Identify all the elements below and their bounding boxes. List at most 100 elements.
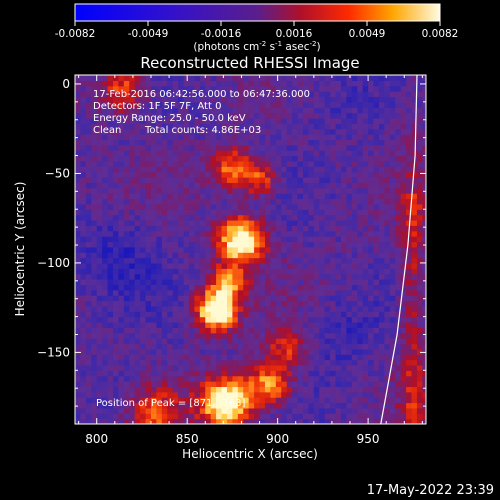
heatmap-cell xyxy=(167,101,174,108)
heatmap-cell xyxy=(411,311,418,318)
heatmap-cell xyxy=(346,123,353,130)
heatmap-cell xyxy=(123,316,130,323)
heatmap-cell xyxy=(406,413,413,420)
heatmap-cell xyxy=(161,257,168,264)
heatmap-cell xyxy=(308,150,315,157)
heatmap-cell xyxy=(324,214,331,221)
heatmap-cell xyxy=(85,354,92,361)
heatmap-cell xyxy=(156,230,163,237)
heatmap-cell xyxy=(324,338,331,345)
heatmap-cell xyxy=(264,279,271,285)
heatmap-cell xyxy=(150,193,158,200)
heatmap-cell xyxy=(216,182,223,189)
heatmap-cell xyxy=(286,236,293,243)
heatmap-cell xyxy=(96,219,103,226)
heatmap-cell xyxy=(80,107,87,114)
heatmap-cell xyxy=(183,273,190,280)
heatmap-cell xyxy=(335,139,342,146)
heatmap-cell xyxy=(107,262,114,269)
heatmap-cell xyxy=(172,370,179,377)
heatmap-cell xyxy=(308,101,315,108)
heatmap-cell xyxy=(194,279,201,285)
heatmap-cell xyxy=(302,343,309,350)
heatmap-cell xyxy=(324,273,331,280)
heatmap-cell xyxy=(205,187,212,194)
heatmap-cell xyxy=(422,402,426,409)
heatmap-cell xyxy=(313,279,320,285)
heatmap-cell xyxy=(194,117,201,124)
heatmap-cell xyxy=(226,359,234,366)
heatmap-cell xyxy=(134,418,141,424)
heatmap-cell xyxy=(281,364,288,371)
heatmap-cell xyxy=(357,150,364,157)
heatmap-cell xyxy=(346,327,353,334)
heatmap-cell xyxy=(243,166,250,173)
heatmap-cell xyxy=(145,150,152,157)
heatmap-cell xyxy=(161,198,168,205)
heatmap-cell xyxy=(346,305,353,312)
heatmap-cell xyxy=(362,343,369,350)
heatmap-cell xyxy=(150,214,158,221)
heatmap-cell xyxy=(118,338,125,345)
heatmap-cell xyxy=(368,289,375,296)
heatmap-cell xyxy=(112,117,120,124)
heatmap-cell xyxy=(194,214,201,221)
heatmap-cell xyxy=(85,225,92,232)
heatmap-cell xyxy=(411,236,418,243)
heatmap-cell xyxy=(188,198,196,205)
heatmap-cell xyxy=(319,305,326,312)
heatmap-cell xyxy=(422,123,426,130)
heatmap-cell xyxy=(156,96,163,103)
heatmap-cell xyxy=(102,407,109,414)
heatmap-cell xyxy=(140,402,147,409)
heatmap-cell xyxy=(91,370,98,377)
heatmap-cell xyxy=(400,407,407,414)
heatmap-cell xyxy=(199,413,206,420)
heatmap-cell xyxy=(188,219,196,226)
heatmap-cell xyxy=(156,316,163,323)
heatmap-cell xyxy=(156,375,163,382)
heatmap-cell xyxy=(286,123,293,130)
heatmap-cell xyxy=(389,139,396,146)
heatmap-cell xyxy=(351,193,358,200)
heatmap-cell xyxy=(281,123,288,130)
heatmap-cell xyxy=(324,289,331,296)
heatmap-cell xyxy=(216,139,223,146)
heatmap-cell xyxy=(248,160,255,167)
heatmap-cell xyxy=(422,375,426,382)
heatmap-cell xyxy=(368,193,375,200)
heatmap-cell xyxy=(384,166,391,173)
heatmap-cell xyxy=(422,338,426,345)
heatmap-cell xyxy=(395,214,402,221)
heatmap-cell xyxy=(378,279,385,285)
heatmap-cell xyxy=(357,279,364,285)
heatmap-cell xyxy=(270,155,277,162)
heatmap-cell xyxy=(389,187,396,194)
heatmap-cell xyxy=(270,160,277,167)
heatmap-cell xyxy=(373,327,380,334)
heatmap-cell xyxy=(384,246,391,253)
heatmap-cell xyxy=(75,359,82,366)
heatmap-cell xyxy=(297,101,304,108)
heatmap-cell xyxy=(302,225,309,232)
heatmap-cell xyxy=(324,230,331,237)
heatmap-cell xyxy=(264,107,271,114)
heatmap-cell xyxy=(422,305,426,312)
heatmap-cell xyxy=(264,117,271,124)
heatmap-cell xyxy=(357,230,364,237)
heatmap-cell xyxy=(123,284,130,291)
heatmap-cell xyxy=(96,311,103,318)
heatmap-cell xyxy=(145,112,152,119)
heatmap-cell xyxy=(167,75,174,81)
heatmap-cell xyxy=(194,209,201,216)
heatmap-cell xyxy=(248,413,255,420)
heatmap-cell xyxy=(221,193,228,200)
heatmap-cell xyxy=(395,262,402,269)
heatmap-cell xyxy=(324,91,331,98)
heatmap-cell xyxy=(330,375,337,382)
heatmap-cell xyxy=(395,101,402,108)
heatmap-cell xyxy=(167,370,174,377)
heatmap-cell xyxy=(416,75,423,81)
heatmap-cell xyxy=(254,273,261,280)
heatmap-cell xyxy=(368,252,375,259)
